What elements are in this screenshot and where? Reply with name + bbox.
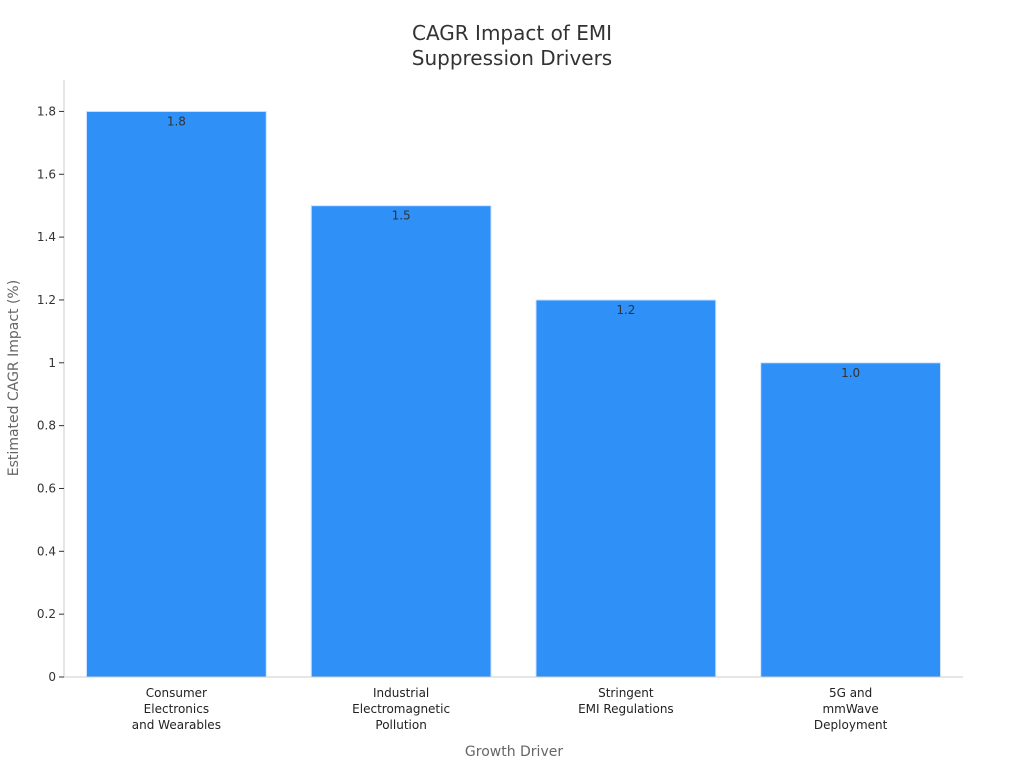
x-axis: Consumer Electronics and Wearables Industri… bbox=[64, 676, 963, 732]
y-tick-label: 0.6 bbox=[37, 481, 56, 495]
bar-data-label: 1.8 bbox=[167, 114, 186, 128]
y-tick-label: 0 bbox=[48, 670, 56, 684]
bar bbox=[85, 110, 267, 678]
x-tick-label-line: Electronics bbox=[144, 702, 209, 716]
y-tick-label: 0.8 bbox=[37, 419, 56, 433]
bar-data-label: 1.5 bbox=[392, 209, 411, 223]
y-tick-label: 1.6 bbox=[37, 167, 56, 181]
chart-title-line: Suppression Drivers bbox=[412, 46, 612, 70]
x-tick-label-line: Stringent bbox=[598, 686, 654, 700]
bars: 1.8 1.5 1.2 1.0 bbox=[85, 110, 942, 678]
bar bbox=[760, 362, 942, 678]
y-axis: 0 0.2 0.4 0.6 0.8 1 1.2 1.4 1.6 1.8 bbox=[37, 80, 65, 684]
chart-title-line: CAGR Impact of EMI bbox=[412, 21, 612, 45]
y-tick-label: 1.4 bbox=[37, 230, 56, 244]
x-tick-label: Industrial Electromagnetic Pollution bbox=[352, 686, 450, 732]
y-tick-label: 0.2 bbox=[37, 607, 56, 621]
x-tick-label-line: Consumer bbox=[146, 686, 207, 700]
x-tick-label: Consumer Electronics and Wearables bbox=[132, 686, 221, 732]
y-axis-title: Estimated CAGR Impact (%) bbox=[6, 280, 22, 476]
y-tick-label: 1.8 bbox=[37, 104, 56, 118]
x-tick-label: Stringent EMI Regulations bbox=[578, 686, 674, 716]
y-tick-label: 1 bbox=[48, 356, 56, 370]
bar bbox=[535, 299, 717, 678]
bar-data-label: 1.0 bbox=[841, 366, 860, 380]
x-tick-label-line: mmWave bbox=[822, 702, 878, 716]
x-tick-label-line: 5G and bbox=[829, 686, 872, 700]
bar bbox=[310, 205, 492, 678]
x-tick-label-line: EMI Regulations bbox=[578, 702, 674, 716]
x-tick-label-line: Pollution bbox=[375, 718, 426, 732]
x-tick-label-line: and Wearables bbox=[132, 718, 221, 732]
x-tick-label-line: Deployment bbox=[814, 718, 888, 732]
x-tick-label-line: Industrial bbox=[373, 686, 429, 700]
x-tick-label-line: Electromagnetic bbox=[352, 702, 450, 716]
y-tick-label: 0.4 bbox=[37, 544, 56, 558]
x-tick-label: 5G and mmWave Deployment bbox=[814, 686, 888, 732]
x-axis-title: Growth Driver bbox=[465, 744, 563, 760]
bar-data-label: 1.2 bbox=[616, 303, 635, 317]
y-tick-label: 1.2 bbox=[37, 293, 56, 307]
